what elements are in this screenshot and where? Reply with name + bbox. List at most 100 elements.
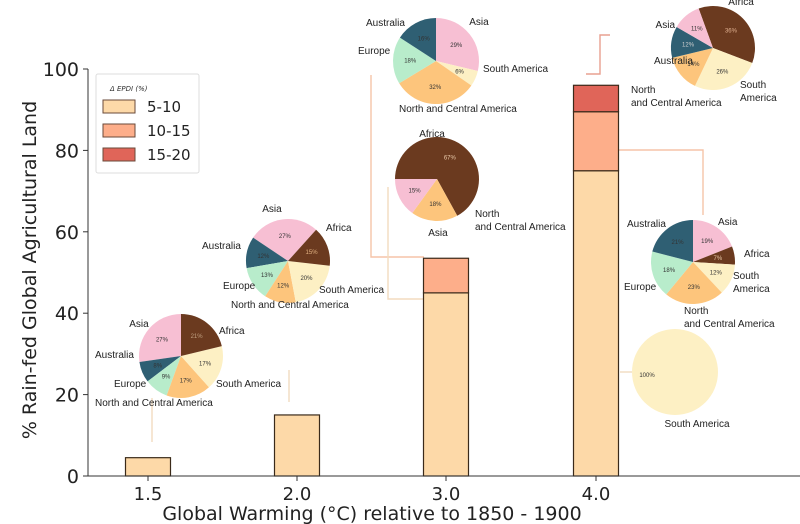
pie-percent-label: 12%	[257, 254, 270, 260]
pie-slice-south-america	[181, 346, 224, 388]
pie-region-label: North and Central America	[95, 398, 213, 409]
pie-slice-south-america	[436, 61, 478, 86]
pie-region-label: Australia	[627, 219, 666, 230]
pie-percent-label: 9%	[162, 374, 171, 380]
pie-percent-label: 100%	[639, 373, 655, 379]
pie-slice-asia	[253, 219, 317, 261]
pie-region-label: Asia	[129, 319, 149, 330]
pie-region-label: Africa	[744, 249, 770, 260]
pie-connector-lines	[151, 34, 704, 442]
x-tick-label: 2.0	[283, 484, 312, 505]
y-tick-label: 100	[43, 59, 79, 81]
connector-line	[387, 187, 424, 300]
pie-1.5: 27% 8%9% 17% 17% 21% Africa Asia Australia Europ…	[95, 314, 281, 409]
pie-percent-label: 17%	[199, 361, 212, 367]
pie-region-label: Africa	[326, 223, 352, 234]
bar-segment-4.0-5-10	[572, 170, 620, 477]
y-axis-label: % Rain-fed Global Agricultural Land	[19, 101, 41, 439]
pie-percent-label: 21%	[191, 334, 204, 340]
x-ticks: 1.5 2.0 3.0 4.0	[134, 476, 611, 505]
axes	[87, 69, 800, 477]
pie-slice-africa	[693, 246, 735, 265]
pie-4.0-low: 100% South America	[632, 329, 730, 430]
pie-region-label: South America	[733, 271, 770, 295]
pie-region-label: Europe	[223, 281, 256, 292]
pie-slice-asia	[693, 220, 733, 262]
pie-slice-africa	[181, 314, 222, 356]
pie-percent-label: 12%	[277, 284, 290, 290]
pie-region-label: Australia	[95, 350, 134, 361]
x-axis-label: Global Warming (°C) relative to 1850 - 1…	[162, 503, 581, 524]
pie-region-label: Asia	[262, 204, 282, 215]
pie-region-label: Europe	[114, 379, 147, 390]
pie-percent-label: 14%	[687, 62, 700, 68]
pie-percent-label: 29%	[450, 43, 463, 49]
pie-region-label: South America	[483, 64, 548, 75]
pie-slice-australia	[652, 220, 693, 262]
pie-region-label: Asia	[469, 17, 489, 28]
pie-percent-label: 27%	[156, 337, 169, 343]
pie-slice-north-and-central-america	[166, 356, 210, 399]
pie-2.0: 27%12%13%12%20%15%AfricaAsiaAustraliaEur…	[202, 204, 384, 311]
pie-region-label: Asia	[718, 217, 738, 228]
bar-segment-4.0-15-20	[572, 84, 620, 113]
bar-segment-1.5-5-10	[124, 457, 172, 477]
legend-label: 5-10	[147, 98, 181, 116]
pie-region-label: Australia	[366, 18, 405, 29]
pie-3.0-high: 67% 18% 15% Africa North and Central America A…	[395, 129, 566, 239]
pie-percent-label: 6%	[455, 70, 464, 76]
pie-percent-label: 15%	[409, 188, 422, 194]
pie-region-label: Europe	[358, 46, 391, 57]
pie-4.0-top: 36% 26% 14% 12% 11% Africa South America North an…	[631, 0, 777, 109]
pie-percent-label: 17%	[180, 379, 193, 385]
pie-region-label: South America	[740, 80, 777, 104]
x-tick-label: 4.0	[582, 484, 611, 505]
y-tick-label: 60	[55, 222, 79, 244]
pie-percent-label: 13%	[261, 273, 274, 279]
legend: Δ EPDI (%) 5-10 10-15 15-20	[95, 73, 200, 174]
pie-percent-label: 7%	[714, 256, 723, 262]
pie-slice-africa	[288, 229, 330, 266]
pie-region-label: North and Central America	[475, 209, 566, 233]
pie-region-label: South America	[664, 419, 729, 430]
connector-line	[586, 34, 610, 75]
pie-region-label: Africa	[219, 326, 245, 337]
legend-label: 10-15	[147, 122, 191, 140]
legend-title: Δ EPDI (%)	[109, 85, 148, 93]
pie-slice-north-and-central-america	[672, 48, 713, 86]
bars	[124, 84, 620, 477]
pie-slice-europe	[393, 37, 436, 84]
pie-3.0-low: 29% 6% 32% 18% 16% Asia South America North and…	[358, 17, 548, 115]
connector-line	[370, 75, 424, 258]
pie-slice-australia	[246, 237, 288, 269]
pie-region-label: North and Central America	[631, 85, 722, 109]
pie-region-label: North and Central America	[231, 300, 349, 311]
legend-label: 15-20	[147, 146, 191, 164]
bar-segment-4.0-10-15	[572, 111, 620, 172]
y-ticks: 0 20 40 60 80 100	[43, 59, 88, 488]
pie-slice-africa	[698, 6, 755, 63]
pie-region-label: Australia	[654, 56, 693, 67]
pie-slice-north-and-central-america	[666, 262, 722, 304]
pie-region-label: South America	[216, 379, 281, 390]
pie-region-label: Europe	[624, 282, 657, 293]
pie-percent-label: 32%	[429, 85, 442, 91]
pie-percent-label: 12%	[710, 271, 723, 277]
x-tick-label: 3.0	[432, 484, 461, 505]
pie-insets: 27% 8%9% 17% 17% 21% Africa Asia Australia Europ…	[95, 0, 777, 430]
pie-region-label: North and Central America	[684, 306, 775, 330]
pie-slice-europe	[147, 356, 181, 396]
pie-4.0-mid: 19% 7% 12% 23% 18% 21% Asia Africa South America N…	[624, 217, 775, 330]
y-tick-label: 20	[55, 385, 79, 407]
pie-slice-north-and-central-america	[399, 61, 472, 105]
pie-percent-label: 23%	[688, 285, 701, 291]
pie-slice-australia	[671, 27, 713, 58]
pie-slice-south-america	[693, 262, 735, 293]
x-tick-label: 1.5	[134, 484, 163, 505]
pie-percent-label: 26%	[716, 69, 729, 75]
pie-region-label: Africa	[419, 129, 445, 140]
pie-percent-label: 67%	[444, 155, 457, 161]
pie-percent-label: 15%	[306, 250, 319, 256]
pie-slice-asia	[436, 18, 479, 71]
